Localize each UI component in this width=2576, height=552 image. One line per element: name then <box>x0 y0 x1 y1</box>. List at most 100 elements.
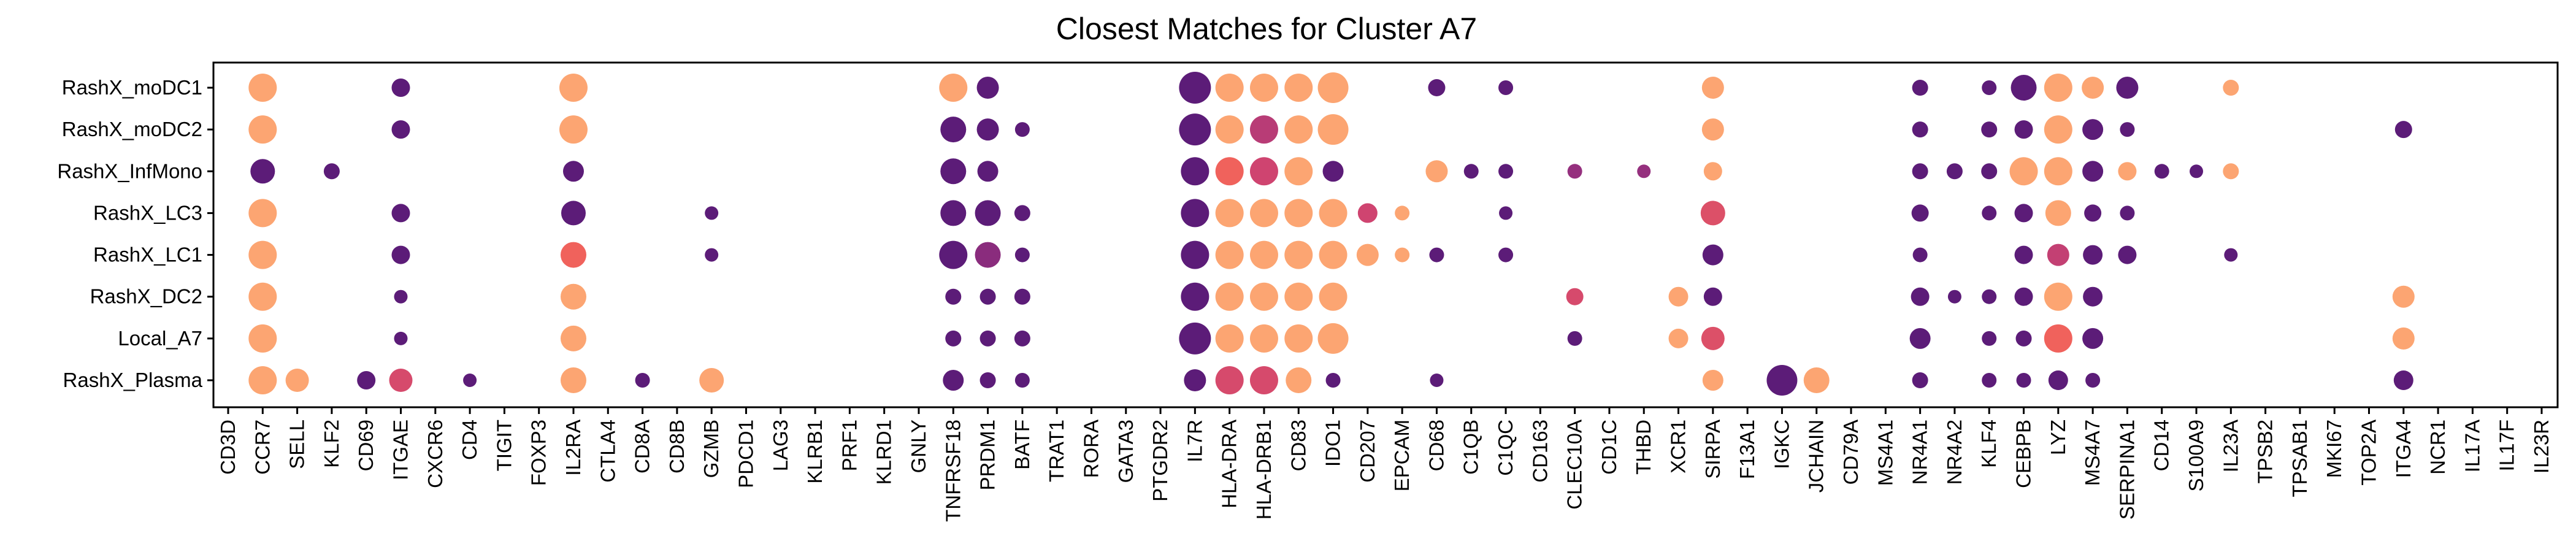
dot <box>560 367 586 393</box>
column-label: CD3D <box>217 420 239 475</box>
dot <box>1181 282 1209 311</box>
column-label: XCR1 <box>1667 420 1690 473</box>
column-ticks <box>227 407 2543 414</box>
column-label: RORA <box>1079 420 1102 478</box>
dot <box>1284 324 1313 353</box>
column-label: JCHAIN <box>1805 420 1828 493</box>
column-label: TPSB2 <box>2254 420 2277 484</box>
dot <box>2048 370 2068 390</box>
dot <box>1912 247 1928 263</box>
dot <box>2082 77 2104 99</box>
dot <box>1215 115 1244 144</box>
dot <box>1284 240 1313 269</box>
dot <box>1766 365 1798 396</box>
dot <box>1215 366 1244 394</box>
dot <box>2014 245 2033 264</box>
column-label: IL7R <box>1183 420 1206 462</box>
dot <box>2014 287 2033 306</box>
dot <box>976 77 999 99</box>
dot <box>1981 163 1998 180</box>
dot <box>1946 163 1963 180</box>
column-label: KLF4 <box>1977 420 2000 468</box>
column-label: TNFRSF18 <box>941 420 964 522</box>
dot <box>2120 205 2135 221</box>
plot-panel <box>212 61 2559 408</box>
column-label: CEBPB <box>2012 420 2035 488</box>
dot <box>2224 248 2238 262</box>
dot <box>2392 327 2415 350</box>
dot <box>1947 289 1961 304</box>
dot <box>323 163 340 180</box>
dot <box>1703 162 1722 181</box>
dot <box>1912 163 1928 180</box>
dot <box>248 240 277 269</box>
dot <box>1215 240 1244 269</box>
dot <box>1215 157 1244 186</box>
dot <box>2116 77 2139 99</box>
column-label: C1QB <box>1460 420 1482 475</box>
dot <box>2047 243 2069 266</box>
column-label: ITGA4 <box>2392 420 2415 478</box>
dot <box>2084 204 2102 222</box>
dot <box>940 200 967 226</box>
dot <box>463 374 477 387</box>
dot <box>1356 243 1379 266</box>
dot <box>1700 201 1725 226</box>
column-label: MKI67 <box>2323 420 2345 478</box>
dot <box>1498 164 1514 179</box>
row-label: RashX_InfMono <box>57 159 202 182</box>
column-label: TRAT1 <box>1045 420 1068 482</box>
dot <box>1249 366 1278 394</box>
dot <box>1286 367 1312 393</box>
dot <box>1249 199 1278 228</box>
dot <box>1701 326 1725 350</box>
column-label: CD83 <box>1287 420 1309 471</box>
dot <box>1322 161 1344 182</box>
column-label: SELL <box>286 420 309 469</box>
dot <box>945 330 962 347</box>
dot <box>1567 331 1582 346</box>
dot <box>1982 80 1997 95</box>
dot <box>1249 115 1278 144</box>
dot <box>1463 164 1479 179</box>
dot <box>1982 289 1997 304</box>
dot <box>1249 240 1278 269</box>
dot <box>1179 113 1211 146</box>
dot <box>2223 80 2239 96</box>
dot <box>1668 328 1689 348</box>
dot <box>2044 157 2072 186</box>
dot <box>391 120 410 139</box>
dot <box>1702 244 1723 266</box>
dot <box>2394 121 2412 139</box>
dot <box>1911 287 1930 306</box>
dot <box>1215 324 1244 353</box>
column-label: KLF2 <box>320 420 343 468</box>
column-label: HLA-DRA <box>1218 420 1241 508</box>
dot <box>2044 115 2072 144</box>
column-label: CD8B <box>665 420 688 473</box>
dot <box>939 74 968 102</box>
column-label: CXCR6 <box>424 420 447 488</box>
column-label: GATA3 <box>1114 420 1137 483</box>
row-label: RashX_moDC1 <box>62 76 202 99</box>
dot <box>2014 120 2033 139</box>
dot <box>250 159 275 184</box>
dot <box>1181 157 1209 186</box>
dot <box>1395 205 1410 221</box>
dot <box>1803 367 1830 393</box>
dot <box>1499 206 1513 220</box>
column-label: MS4A1 <box>1874 420 1896 486</box>
column-label: TIGIT <box>493 420 515 471</box>
dot <box>391 204 410 223</box>
column-label: NR4A1 <box>1909 420 1931 485</box>
dot <box>2045 200 2071 226</box>
dot <box>559 74 588 102</box>
dot <box>1317 72 1349 103</box>
column-label: CTLA4 <box>596 420 619 483</box>
dot <box>976 118 999 141</box>
dot <box>1912 80 1928 96</box>
dot <box>1249 157 1278 186</box>
column-label: MS4A7 <box>2081 420 2104 486</box>
dot <box>248 366 277 394</box>
column-label: PTGDR2 <box>1149 420 1171 502</box>
